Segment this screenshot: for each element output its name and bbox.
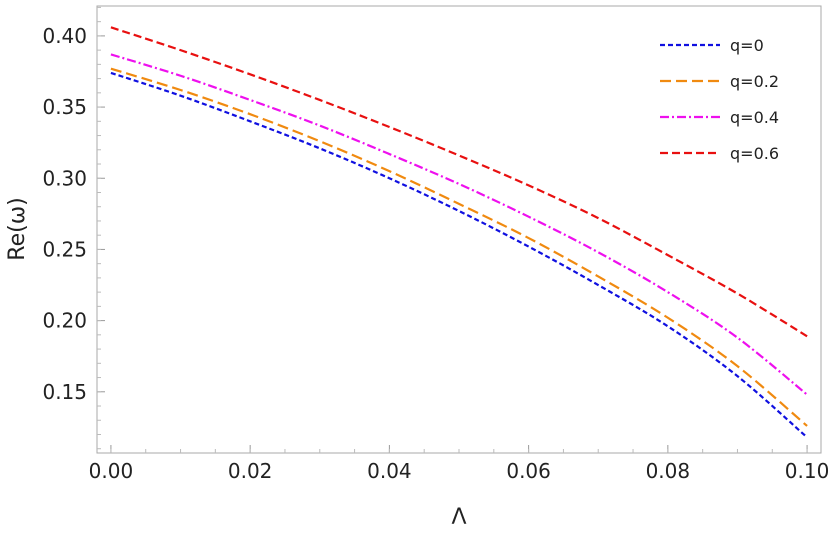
legend-label: q=0.4: [730, 108, 779, 127]
series-lines: [110, 26, 808, 439]
y-axis-label: Re(ω): [5, 197, 30, 260]
series-line-q-0-6: [110, 26, 808, 338]
x-axis-label: Λ: [451, 505, 466, 530]
legend-label: q=0.6: [730, 144, 779, 163]
x-axis-ticks: 0.00 0.02 0.04 0.06 0.08 0.10: [89, 445, 830, 483]
series-line-q-0: [110, 71, 808, 439]
x-tick-label: 0.04: [367, 459, 412, 483]
y-tick-label: 0.15: [42, 380, 87, 404]
legend-label: q=0: [730, 36, 764, 55]
legend: q=0 q=0.2 q=0.4 q=0.6: [660, 36, 779, 163]
y-tick-label: 0.25: [42, 237, 87, 261]
y-tick-label: 0.35: [42, 95, 87, 119]
y-tick-label: 0.20: [42, 309, 87, 333]
series-line-q-0-2: [110, 67, 808, 427]
y-tick-label: 0.30: [42, 166, 87, 190]
x-tick-label: 0.02: [228, 459, 273, 483]
series-line-q-0-4: [110, 53, 808, 396]
x-tick-label: 0.10: [785, 459, 830, 483]
x-tick-label: 0.08: [646, 459, 691, 483]
x-tick-label: 0.06: [506, 459, 551, 483]
plot-frame: [96, 5, 822, 454]
y-axis-ticks: 0.15 0.20 0.25 0.30 0.35 0.40: [42, 6, 105, 450]
y-tick-label: 0.40: [42, 24, 87, 48]
x-tick-label: 0.00: [89, 459, 134, 483]
legend-label: q=0.2: [730, 72, 779, 91]
